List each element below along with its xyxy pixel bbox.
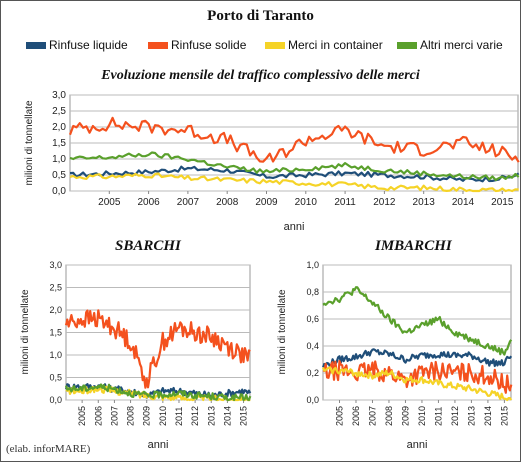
x-tick-label-left: 2010 [158, 406, 168, 426]
y-axis-title-right: milioni di tonnellate [277, 289, 288, 374]
x-tick-label-top: 2005 [98, 197, 121, 208]
x-tick-label-top: 2013 [413, 197, 436, 208]
y-tick-label-top: 1,0 [52, 154, 66, 165]
x-tick-label-left: 2009 [142, 406, 152, 426]
x-tick-label-right: 2012 [450, 406, 460, 426]
series-line-right-1 [322, 360, 513, 394]
x-tick-label-left: 2006 [93, 406, 103, 426]
y-axis-title-top: milioni di tonnellate [24, 100, 35, 185]
legend-label-altri-merci: Altri merci varie [420, 38, 503, 52]
x-tick-label-right: 2009 [400, 406, 410, 426]
right-chart-title: IMBARCHI [375, 238, 452, 254]
x-tick-label-left: 2012 [190, 406, 200, 426]
x-tick-label-right: 2006 [351, 406, 361, 426]
legend-label-rinfuse-liquide: Rinfuse liquide [49, 38, 128, 52]
y-tick-label-right: 0,8 [306, 287, 319, 297]
top-chart-title: Evoluzione mensile del traffico compless… [101, 68, 420, 83]
x-tick-label-top: 2012 [373, 197, 396, 208]
y-tick-label-top: 3,0 [52, 90, 66, 101]
left-chart-title: SBARCHI [115, 238, 181, 254]
x-tick-label-top: 2010 [295, 197, 318, 208]
y-tick-label-top: 2,5 [52, 106, 66, 117]
x-tick-label-left: 2011 [174, 407, 184, 426]
y-tick-label-top: 0,0 [52, 186, 66, 197]
x-tick-label-top: 2009 [255, 197, 278, 208]
y-tick-label-left: 2,5 [49, 283, 62, 293]
x-tick-label-left: 2005 [77, 406, 87, 426]
legend-swatch-altri-merci [397, 42, 417, 49]
credit-note: (elab. inforMARE) [6, 443, 91, 455]
y-tick-label-left: 0,0 [49, 395, 62, 405]
legend-swatch-merci-container [265, 42, 285, 49]
x-tick-label-left: 2015 [239, 406, 249, 426]
series-line-top-1 [68, 116, 520, 163]
x-tick-label-top: 2015 [491, 197, 514, 208]
y-tick-label-left: 1,5 [49, 328, 62, 338]
y-tick-label-right: 0,4 [306, 341, 319, 351]
y-tick-label-left: 2,0 [49, 305, 62, 315]
x-tick-label-right: 2008 [384, 406, 394, 426]
x-tick-label-left: 2013 [206, 406, 216, 426]
series-line-top-3 [69, 151, 520, 182]
x-tick-label-top: 2006 [137, 197, 160, 208]
x-axis-title-right: anni [407, 439, 428, 451]
chart-left: 0,0 0,5 1,0 1,5 2,0 2,5 3,0 2005 2006 2007 2008 200… [20, 260, 252, 451]
x-tick-label-left: 2007 [109, 406, 119, 426]
chart-right: 0,0 0,2 0,4 0,6 0,8 1,0 2005 2006 2007 2008 2009 20… [277, 260, 513, 451]
series-line-right-3 [322, 286, 513, 356]
x-tick-label-top: 2011 [334, 197, 356, 208]
x-tick-label-top: 2007 [177, 197, 200, 208]
y-axis-title-left: milioni di tonnellate [20, 289, 31, 374]
y-tick-label-top: 2,0 [52, 122, 66, 133]
x-tick-label-left: 2014 [222, 406, 232, 426]
y-tick-label-left: 1,0 [49, 350, 62, 360]
x-tick-label-right: 2014 [483, 406, 493, 426]
legend-swatch-rinfuse-solide [148, 42, 168, 49]
x-tick-label-right: 2011 [433, 407, 443, 426]
x-tick-label-top: 2008 [216, 197, 239, 208]
legend-swatch-rinfuse-liquide [26, 42, 46, 49]
series-line-left-3 [64, 383, 252, 402]
series-line-right-0 [321, 348, 513, 368]
y-tick-label-top: 1,5 [52, 138, 66, 149]
x-tick-label-right: 2013 [466, 406, 476, 426]
x-tick-label-right: 2015 [499, 406, 509, 426]
y-tick-label-right: 0,2 [306, 368, 319, 378]
x-tick-label-right: 2007 [367, 406, 377, 426]
y-tick-label-top: 0,5 [52, 170, 66, 181]
y-tick-label-right: 1,0 [306, 260, 319, 270]
series-line-top-2 [69, 172, 519, 193]
x-tick-label-top: 2014 [452, 197, 475, 208]
main-title: Porto di Taranto [207, 8, 314, 24]
legend-label-merci-container: Merci in container [288, 38, 383, 52]
x-axis-title-top: anni [284, 221, 305, 233]
x-tick-label-left: 2008 [126, 406, 136, 426]
y-tick-label-right: 0,0 [306, 395, 319, 405]
series-line-top-0 [69, 165, 520, 183]
chart-top: 0,0 0,5 1,0 1,5 2,0 2,5 3,0 2005 2006 2007 2008 200… [24, 90, 520, 233]
series-line-right-2 [321, 366, 513, 402]
x-tick-label-right: 2010 [417, 406, 427, 426]
series-line-left-1 [64, 309, 251, 389]
x-axis-title-left: anni [148, 439, 169, 451]
x-tick-label-right: 2005 [334, 406, 344, 426]
legend-label-rinfuse-solide: Rinfuse solide [171, 38, 247, 52]
y-tick-label-left: 3,0 [49, 260, 62, 270]
y-tick-label-left: 0,5 [49, 373, 62, 383]
y-tick-label-right: 0,6 [306, 314, 319, 324]
